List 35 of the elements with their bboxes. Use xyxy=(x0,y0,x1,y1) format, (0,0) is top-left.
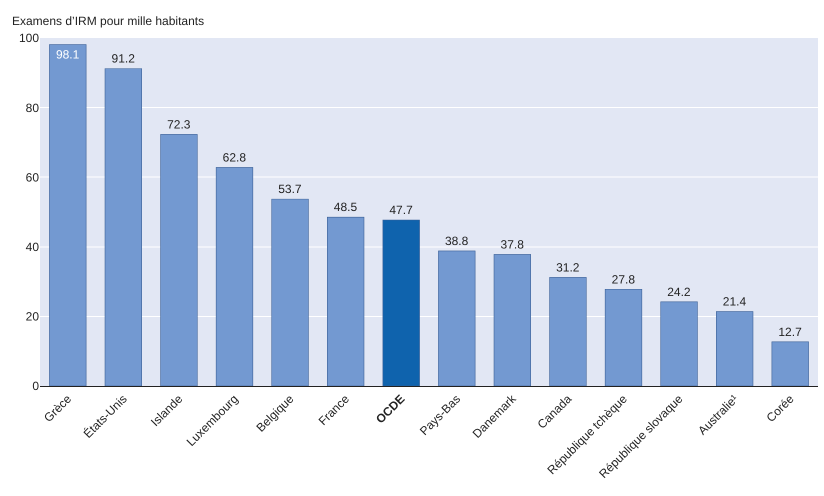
data-label: 47.7 xyxy=(389,203,414,217)
y-tick-label: 100 xyxy=(18,31,40,46)
data-label: 62.8 xyxy=(222,150,246,164)
bar xyxy=(438,250,476,386)
bar xyxy=(160,134,198,386)
data-label: 12.7 xyxy=(778,324,802,339)
y-axis-title: Examens d’IRM pour mille habitants xyxy=(12,14,204,28)
data-label: 48.5 xyxy=(334,200,358,214)
y-tick-label: 0 xyxy=(32,379,40,394)
data-label: 37.8 xyxy=(500,237,524,252)
bar xyxy=(660,301,698,386)
bar xyxy=(271,198,309,386)
data-label: 27.8 xyxy=(612,272,636,286)
bar xyxy=(327,216,364,386)
bar xyxy=(382,220,420,386)
data-label: 72.3 xyxy=(167,117,191,132)
y-tick-label: 40 xyxy=(26,240,40,254)
data-label: 38.8 xyxy=(444,234,469,248)
data-label: 98.1 xyxy=(56,48,80,62)
data-label: 31.2 xyxy=(556,260,580,274)
bar xyxy=(604,288,642,386)
data-label: 21.4 xyxy=(722,294,746,309)
bar xyxy=(549,277,587,386)
bar xyxy=(494,254,531,386)
data-label: 53.7 xyxy=(278,182,302,196)
bar xyxy=(716,311,754,386)
bar xyxy=(104,68,142,386)
bar xyxy=(216,167,254,386)
bar xyxy=(49,44,86,386)
data-label: 24.2 xyxy=(667,284,691,299)
y-tick-label: 80 xyxy=(26,100,40,115)
data-label: 91.2 xyxy=(112,52,136,66)
bar xyxy=(772,342,809,386)
y-tick-label: 60 xyxy=(26,170,40,184)
y-tick-label: 20 xyxy=(26,310,40,324)
